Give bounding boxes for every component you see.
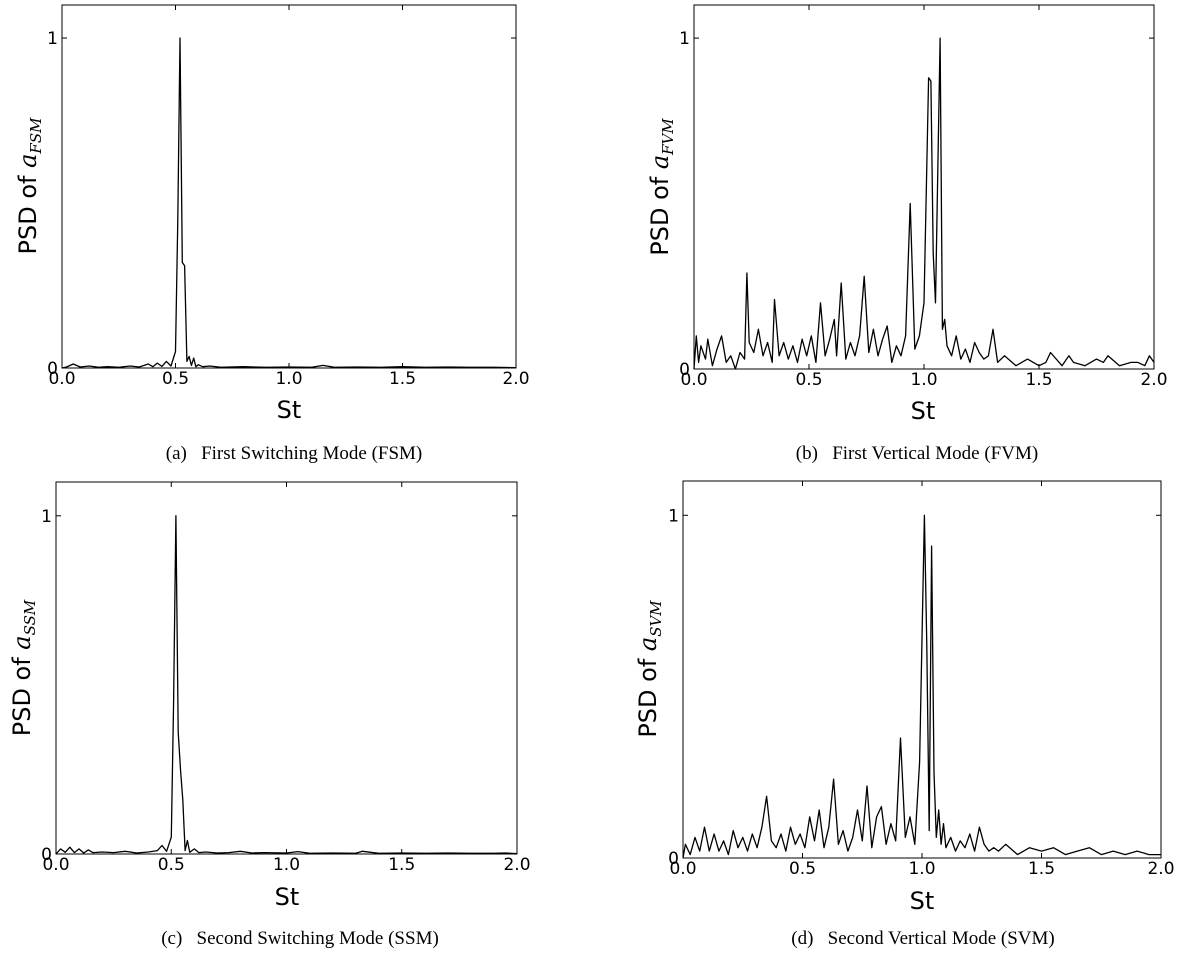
y-axis-label-var-d: a xyxy=(634,637,662,651)
ticks-d: 0.0 0.5 1.0 1.5 2.0 0 1 xyxy=(668,481,1175,879)
panel-c: 0.0 0.5 1.0 1.5 2.0 0 1 St PSD of aSSM (c) Sec… xyxy=(8,481,531,949)
y-axis-label-var-c: a xyxy=(8,635,36,649)
y-axis-label-sub-c: SSM xyxy=(21,599,39,635)
x-tick-label-c-3: 1.5 xyxy=(388,855,415,875)
caption-c: (c) Second Switching Mode (SSM) xyxy=(161,928,439,949)
x-tick-label-c-1: 0.5 xyxy=(158,855,185,875)
plot-frame-c xyxy=(55,481,518,855)
y-tick-label-b-1: 1 xyxy=(679,29,690,49)
y-axis-label-var-b: a xyxy=(646,155,674,169)
x-tick-label-b-3: 1.5 xyxy=(1025,370,1052,390)
x-axis-label-c: St xyxy=(275,883,300,911)
x-tick-label-d-1: 0.5 xyxy=(789,859,816,879)
x-tick-label-a-0: 0.0 xyxy=(48,369,75,389)
y-axis-label-sub-b: FVM xyxy=(659,118,677,156)
trace-group-c xyxy=(55,515,518,855)
psd-trace-b-0 xyxy=(693,37,1155,370)
y-axis-label-main-a: PSD of xyxy=(14,168,42,255)
caption-d: (d) Second Vertical Mode (SVM) xyxy=(791,928,1055,949)
y-tick-label-d-0: 0 xyxy=(668,849,679,869)
trace-group-b xyxy=(693,37,1155,370)
y-axis-label-main-b: PSD of xyxy=(646,169,674,256)
psd-trace-a-0 xyxy=(61,37,517,369)
x-tick-label-d-4: 2.0 xyxy=(1147,859,1174,879)
psd-trace-c-0 xyxy=(55,515,518,855)
x-tick-label-b-1: 0.5 xyxy=(795,370,822,390)
y-tick-label-c-0: 0 xyxy=(41,845,52,865)
y-axis-label-main-d: PSD of xyxy=(634,651,662,738)
x-axis-label-b: St xyxy=(911,397,936,425)
y-tick-label-b-0: 0 xyxy=(679,360,690,380)
x-tick-label-a-1: 0.5 xyxy=(162,369,189,389)
x-axis-label-a: St xyxy=(277,396,302,424)
y-tick-label-a-0: 0 xyxy=(47,359,58,379)
y-axis-label-c: PSD of aSSM xyxy=(8,599,39,736)
trace-group-d xyxy=(682,514,1161,859)
caption-b: (b) First Vertical Mode (FVM) xyxy=(796,443,1038,464)
x-tick-label-b-4: 2.0 xyxy=(1140,370,1167,390)
plot-frame-a xyxy=(61,4,517,369)
x-axis-label-d: St xyxy=(910,887,935,915)
x-tick-label-c-2: 1.0 xyxy=(273,855,300,875)
plot-frame-b xyxy=(693,4,1155,370)
x-tick-label-d-0: 0.0 xyxy=(669,859,696,879)
y-axis-label-sub-a: FSM xyxy=(27,117,45,155)
ticks-a: 0.0 0.5 1.0 1.5 2.0 0 1 xyxy=(47,5,530,389)
panel-b: 0.0 0.5 1.0 1.5 2.0 0 1 St PSD of aFVM (b) Fir… xyxy=(646,4,1168,464)
panel-a: 0.0 0.5 1.0 1.5 2.0 0 1 St PSD of aFSM (a) Fir… xyxy=(14,4,530,464)
ticks-b: 0.0 0.5 1.0 1.5 2.0 0 1 xyxy=(679,5,1168,390)
trace-group-a xyxy=(61,37,517,369)
x-tick-label-b-0: 0.0 xyxy=(680,370,707,390)
y-tick-label-c-1: 1 xyxy=(41,507,52,527)
caption-a: (a) First Switching Mode (FSM) xyxy=(166,443,423,464)
x-tick-label-c-0: 0.0 xyxy=(42,855,69,875)
y-axis-label-sub-d: SVM xyxy=(647,600,665,637)
y-axis-label-d: PSD of aSVM xyxy=(634,600,665,738)
x-tick-label-a-2: 1.0 xyxy=(275,369,302,389)
y-tick-label-d-1: 1 xyxy=(668,506,679,526)
psd-trace-d-0 xyxy=(682,514,1161,859)
y-axis-label-a: PSD of aFSM xyxy=(14,117,45,255)
x-tick-label-d-2: 1.0 xyxy=(908,859,935,879)
x-tick-label-b-2: 1.0 xyxy=(910,370,937,390)
x-tick-label-a-4: 2.0 xyxy=(502,369,529,389)
y-axis-label-b: PSD of aFVM xyxy=(646,118,677,256)
y-axis-label-main-c: PSD of xyxy=(8,650,36,737)
ticks-c: 0.0 0.5 1.0 1.5 2.0 0 1 xyxy=(41,482,531,875)
y-tick-label-a-1: 1 xyxy=(47,29,58,49)
x-tick-label-d-3: 1.5 xyxy=(1028,859,1055,879)
x-tick-label-c-4: 2.0 xyxy=(503,855,530,875)
y-axis-label-var-a: a xyxy=(14,154,42,168)
x-tick-label-a-3: 1.5 xyxy=(389,369,416,389)
panel-d: 0.0 0.5 1.0 1.5 2.0 0 1 St PSD of aSVM (d) Sec… xyxy=(634,480,1175,949)
